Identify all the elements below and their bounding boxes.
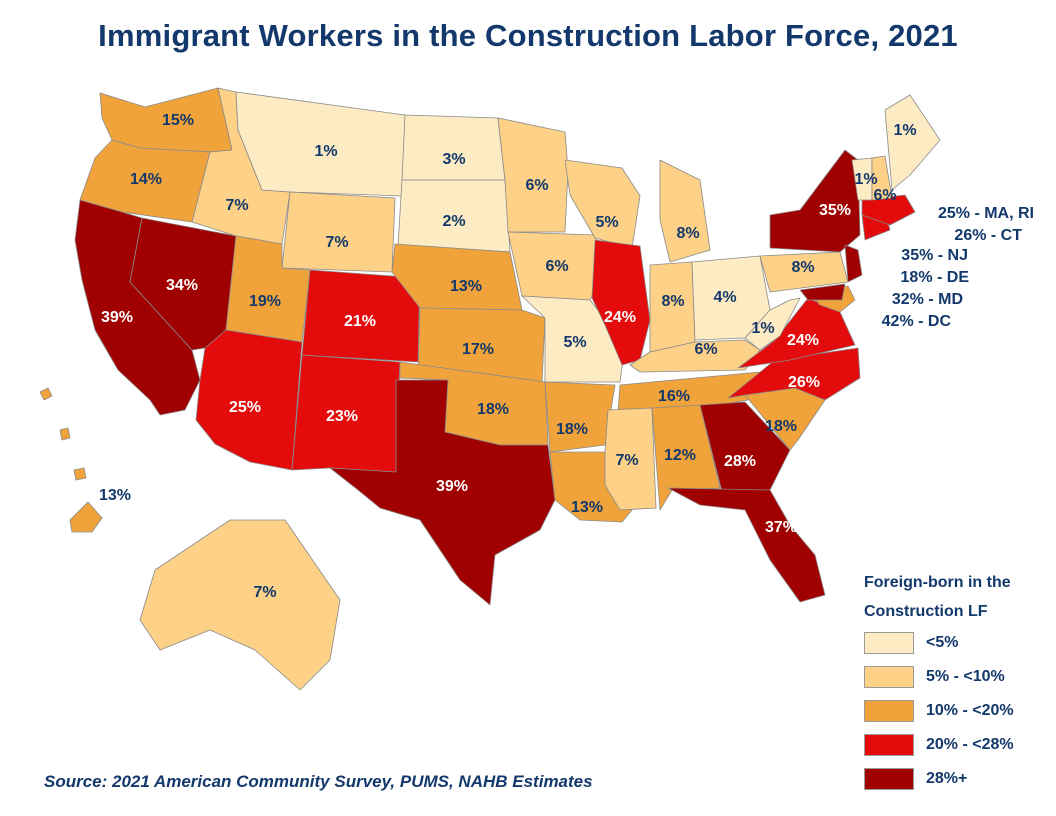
label-nh: 6% [873, 187, 896, 204]
label-mi: 8% [676, 225, 699, 242]
legend-title-line1: Foreign-born in the [864, 574, 1011, 591]
legend-label: 20% - <28% [926, 736, 1014, 753]
state-nd [401, 114, 506, 181]
source-note: Source: 2021 American Community Survey, … [44, 772, 593, 791]
label-nd: 3% [442, 151, 465, 168]
state-fl [667, 487, 826, 603]
label-wa: 15% [162, 112, 194, 129]
callout-nj: 35% - NJ [901, 247, 968, 264]
label-la: 13% [571, 499, 603, 516]
legend-label: 28%+ [926, 770, 968, 787]
label-id: 7% [225, 197, 248, 214]
legend-item: 20% - <28% [864, 728, 1054, 762]
state-wy [281, 191, 396, 273]
label-va: 24% [787, 332, 819, 349]
legend-label: 10% - <20% [926, 702, 1014, 719]
state-az [195, 329, 303, 471]
legend-item: 28%+ [864, 762, 1054, 796]
state-tx [329, 379, 556, 606]
label-tn: 16% [658, 388, 690, 405]
label-mo: 5% [563, 334, 586, 351]
label-sd: 2% [442, 213, 465, 230]
label-wi: 5% [595, 214, 618, 231]
legend-label: <5% [926, 634, 959, 651]
state-nj [844, 244, 863, 283]
legend-title-line2: Construction LF [864, 603, 988, 620]
state-ny [769, 149, 861, 253]
legend-swatch [864, 734, 914, 756]
label-nv: 34% [166, 277, 198, 294]
label-ut: 19% [249, 293, 281, 310]
legend-item: 10% - <20% [864, 694, 1054, 728]
state-ma-ri [861, 194, 916, 226]
state-ky [629, 339, 761, 373]
label-ms: 7% [615, 452, 638, 469]
state-me [884, 94, 941, 191]
state-md [799, 283, 846, 301]
label-ny: 35% [819, 202, 851, 219]
state-mn [497, 117, 569, 233]
label-mn: 6% [525, 177, 548, 194]
state-hi [69, 501, 103, 533]
label-ca: 39% [101, 309, 133, 326]
state-mo [521, 295, 626, 383]
legend-label: 5% - <10% [926, 668, 1005, 685]
label-al: 12% [664, 447, 696, 464]
label-az: 25% [229, 399, 261, 416]
legend-swatch [864, 666, 914, 688]
legend-title: Foreign-born in the Construction LF [864, 568, 1054, 626]
state-ks [417, 307, 546, 383]
label-in: 8% [661, 293, 684, 310]
label-nm: 23% [326, 408, 358, 425]
label-or: 14% [130, 171, 162, 188]
label-wv: 1% [751, 320, 774, 337]
label-tx: 39% [436, 478, 468, 495]
callout-ct: 26% - CT [954, 227, 1022, 244]
label-il: 24% [604, 309, 636, 326]
state-nh [871, 155, 893, 201]
label-me: 1% [893, 122, 916, 139]
label-ky: 6% [694, 341, 717, 358]
legend-item: 5% - <10% [864, 660, 1054, 694]
label-fl: 37% [765, 519, 797, 536]
label-sc: 18% [765, 418, 797, 435]
state-wv [744, 297, 801, 351]
legend-swatch [864, 700, 914, 722]
callout-md: 32% - MD [892, 291, 963, 308]
state-hi-small3 [73, 467, 87, 481]
state-il [591, 239, 651, 366]
legend-item: <5% [864, 626, 1054, 660]
label-wy: 7% [325, 234, 348, 251]
callout-dc: 42% - DC [882, 313, 952, 330]
state-ar [544, 381, 616, 453]
label-co: 21% [344, 313, 376, 330]
legend-swatch [864, 632, 914, 654]
label-ak: 7% [253, 584, 276, 601]
label-ia: 6% [545, 258, 568, 275]
label-ne: 13% [450, 278, 482, 295]
label-ok: 18% [477, 401, 509, 418]
label-pa: 8% [791, 259, 814, 276]
state-hi-small2 [59, 427, 71, 441]
label-ks: 17% [462, 341, 494, 358]
legend-swatch [864, 768, 914, 790]
label-oh: 4% [713, 289, 736, 306]
label-hi: 13% [99, 487, 131, 504]
label-ga: 28% [724, 453, 756, 470]
label-mt: 1% [314, 143, 337, 160]
state-mi [659, 159, 711, 263]
label-vt: 1% [854, 171, 877, 188]
state-ga [699, 401, 791, 493]
label-nc: 26% [788, 374, 820, 391]
label-ar: 18% [556, 421, 588, 438]
legend: Foreign-born in the Construction LF <5% 5… [864, 568, 1054, 796]
callout-de: 18% - DE [901, 269, 970, 286]
state-ak [139, 519, 341, 691]
map-title: Immigrant Workers in the Construction La… [98, 18, 958, 53]
callout-ma-ri: 25% - MA, RI [938, 205, 1034, 222]
state-hi-small1 [39, 387, 53, 401]
